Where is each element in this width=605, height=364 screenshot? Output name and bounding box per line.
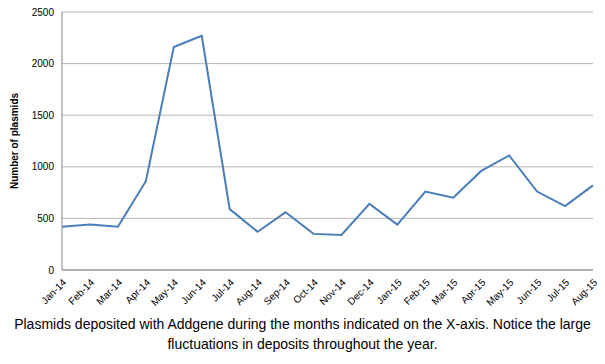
svg-text:Jun-15: Jun-15 (514, 276, 544, 306)
svg-text:Aug-15: Aug-15 (569, 276, 597, 307)
svg-text:500: 500 (37, 213, 54, 224)
svg-text:2000: 2000 (32, 58, 55, 69)
svg-text:Feb-14: Feb-14 (66, 276, 96, 306)
svg-text:Mar-15: Mar-15 (430, 276, 460, 306)
svg-text:Dec-14: Dec-14 (345, 276, 376, 307)
svg-text:Jan-14: Jan-14 (39, 276, 69, 306)
svg-text:2500: 2500 (32, 7, 55, 18)
svg-text:Oct-14: Oct-14 (291, 276, 320, 305)
svg-text:Jun-14: Jun-14 (179, 276, 209, 306)
svg-text:0: 0 (48, 265, 54, 276)
svg-text:Sep-14: Sep-14 (261, 276, 292, 307)
svg-text:Number of plasmids: Number of plasmids (9, 93, 20, 190)
svg-text:Jan-15: Jan-15 (374, 276, 404, 306)
svg-text:1000: 1000 (32, 161, 55, 172)
svg-text:1500: 1500 (32, 110, 55, 121)
svg-text:Mar-14: Mar-14 (94, 276, 124, 306)
svg-text:Jul-15: Jul-15 (544, 276, 572, 304)
svg-text:May-15: May-15 (484, 276, 516, 308)
svg-text:Apr-14: Apr-14 (123, 276, 152, 305)
svg-text:Feb-15: Feb-15 (402, 276, 432, 306)
html-text:Plasmids deposited with Addgen: Plasmids deposited with Addgene during t… (14, 316, 591, 352)
svg-text:Jul-14: Jul-14 (209, 276, 237, 304)
svg-text:Nov-14: Nov-14 (317, 276, 348, 307)
svg-text:Aug-14: Aug-14 (233, 276, 264, 307)
svg-text:May-14: May-14 (149, 276, 181, 308)
svg-text:Apr-15: Apr-15 (459, 276, 488, 305)
